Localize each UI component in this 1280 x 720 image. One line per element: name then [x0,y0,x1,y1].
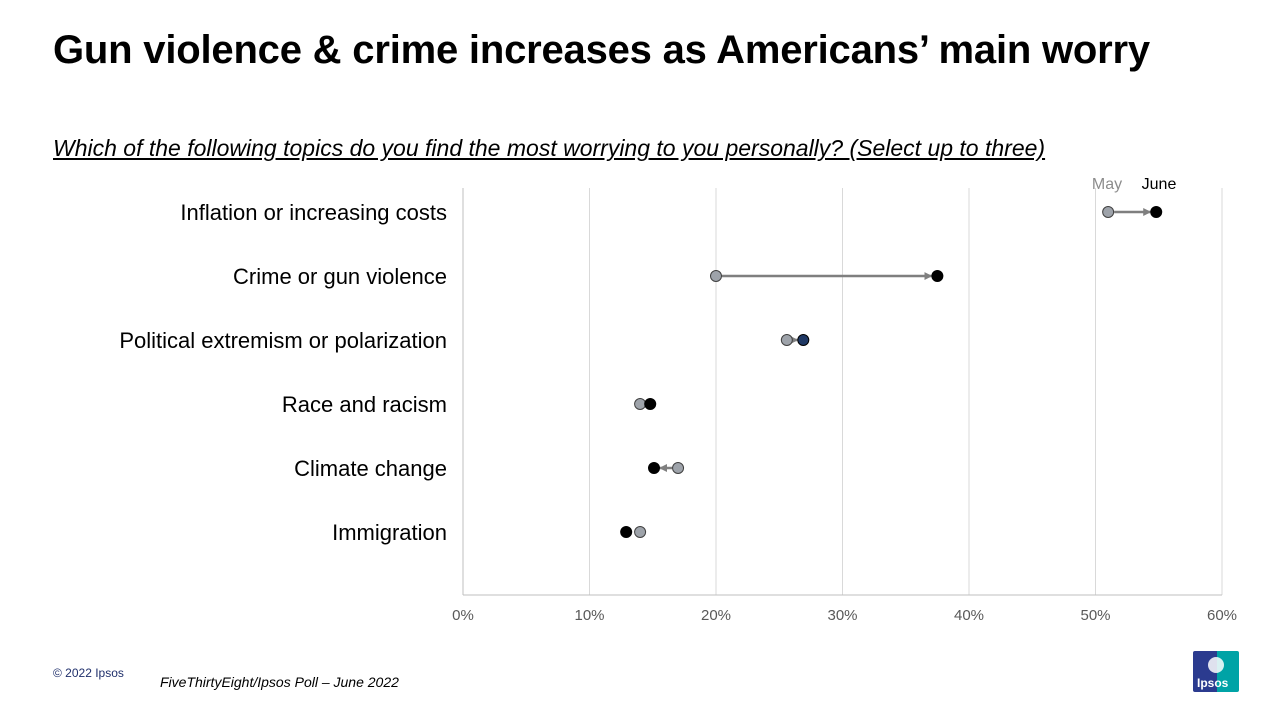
ipsos-logo: Ipsos [1193,651,1239,692]
category-label-race-and-racism: Race and racism [282,392,447,417]
june-point-immigration [620,526,633,538]
june-point-race-and-racism [644,398,657,410]
x-tick-label-0: 0% [452,607,474,624]
category-label-inflation-or-increasing-costs: Inflation or increasing costs [180,200,447,225]
x-tick-label-20: 20% [701,607,731,624]
category-label-immigration: Immigration [332,520,447,545]
legend-may: May [1092,176,1122,193]
x-tick-label-60: 60% [1207,607,1237,624]
legend-june: June [1142,176,1177,193]
x-tick-label-40: 40% [954,607,984,624]
survey-question: Which of the following topics do you fin… [53,135,1046,161]
x-tick-label-10: 10% [574,607,604,624]
june-point-crime-or-gun-violence [931,270,944,282]
x-tick-label-50: 50% [1080,607,1110,624]
source-note: FiveThirtyEight/Ipsos Poll – June 2022 [160,674,399,690]
may-point-race-and-racism [634,398,647,410]
may-point-political-extremism-or-polarization [780,334,793,346]
category-label-crime-or-gun-violence: Crime or gun violence [233,264,447,289]
may-point-immigration [634,526,647,538]
page-title: Gun violence & crime increases as Americ… [53,28,1150,72]
may-point-inflation-or-increasing-costs [1102,206,1115,218]
category-label-climate-change: Climate change [294,456,447,481]
x-tick-label-30: 30% [827,607,857,624]
june-point-inflation-or-increasing-costs [1150,206,1163,218]
may-point-climate-change [672,462,685,474]
logo-wordmark: Ipsos [1197,676,1229,690]
copyright-text: © 2022 Ipsos [53,666,124,680]
june-point-climate-change [648,462,661,474]
dumbbell-chart: 0% 10% 20% 30% 40% 50% 60% Inflation or increas… [119,176,1237,624]
may-point-crime-or-gun-violence [710,270,722,282]
category-label-political-extremism-or-polarization: Political extremism or polarization [119,328,447,353]
june-point-political-extremism-or-polarization [797,334,810,346]
